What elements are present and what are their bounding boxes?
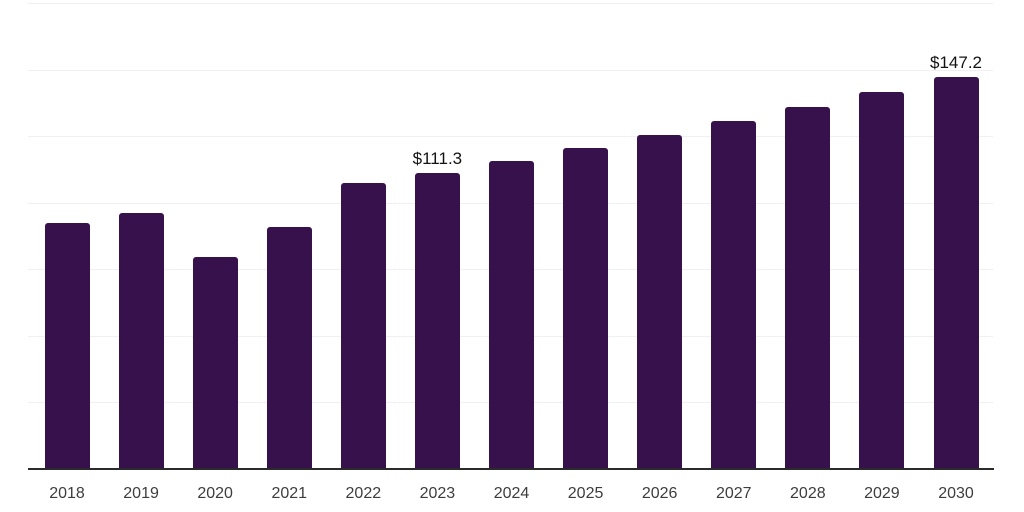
bar-2018 xyxy=(44,222,90,468)
bar-2024 xyxy=(489,160,534,468)
bar-2022 xyxy=(340,182,386,468)
bar-2023 xyxy=(414,172,460,468)
x-tick-label-2026: 2026 xyxy=(641,485,678,502)
x-tick-label-2028: 2028 xyxy=(790,485,826,502)
x-tick-label-2022: 2022 xyxy=(345,485,382,502)
x-tick-label-2024: 2024 xyxy=(493,485,530,502)
bar-2019 xyxy=(118,213,164,468)
x-tick-label-2023: 2023 xyxy=(419,485,456,502)
bar-2030 xyxy=(933,77,979,468)
bar-2029 xyxy=(859,92,905,468)
x-tick-label-2030: 2030 xyxy=(938,485,974,502)
data-label-2030: $147.2 xyxy=(930,53,982,73)
gridline xyxy=(28,136,993,138)
bar-2028 xyxy=(785,107,831,468)
x-tick-label-2025: 2025 xyxy=(567,485,604,502)
bar-2027 xyxy=(711,121,757,468)
bar-2026 xyxy=(637,135,683,468)
x-tick-label-2027: 2027 xyxy=(715,485,752,502)
x-tick-label-2018: 2018 xyxy=(49,485,85,502)
bar-2021 xyxy=(266,227,312,468)
x-tick-label-2029: 2029 xyxy=(864,485,900,502)
x-axis-line xyxy=(28,468,994,470)
gridline xyxy=(28,69,993,71)
gridline xyxy=(28,3,993,4)
bar-2020 xyxy=(192,257,238,468)
x-tick-label-2019: 2019 xyxy=(123,485,159,502)
x-tick-label-2020: 2020 xyxy=(197,485,233,502)
data-label-2023: $111.3 xyxy=(412,148,463,168)
bar-2025 xyxy=(563,148,609,468)
x-tick-label-2021: 2021 xyxy=(271,485,308,502)
